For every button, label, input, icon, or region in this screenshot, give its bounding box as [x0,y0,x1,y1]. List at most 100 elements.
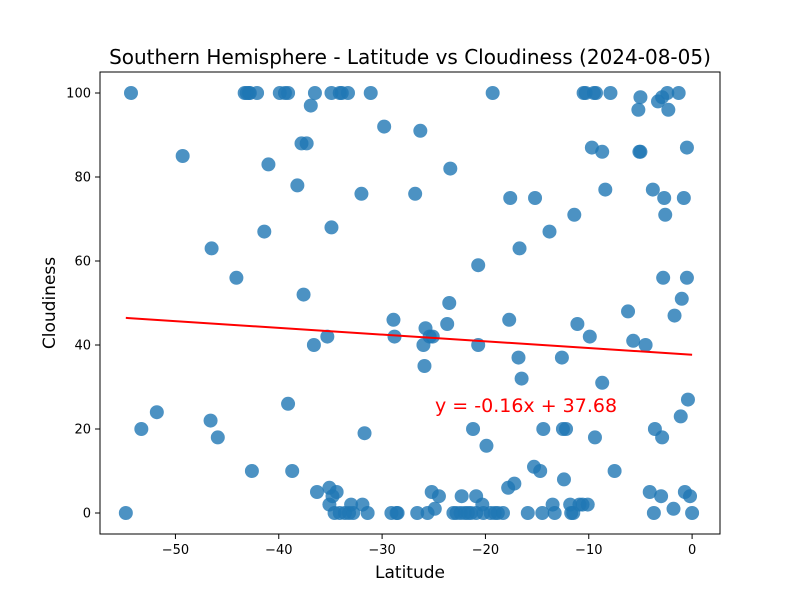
data-point [633,144,648,159]
data-point [621,304,636,319]
data-point [479,438,494,453]
data-point [354,186,369,201]
data-point [657,191,672,205]
data-point [547,506,562,520]
data-point [683,489,698,504]
y-axis-ticks: 0 20 40 60 80 100 [66,87,100,522]
data-point [570,317,585,331]
regression-line [125,316,693,356]
data-point [676,191,691,205]
data-point [341,86,355,100]
data-point [511,350,526,365]
data-point [507,476,522,491]
data-point [656,270,671,285]
y-tick-label: 100 [66,87,91,102]
data-point [204,241,219,256]
regression-annotation: y = -0.16x + 37.68 [435,395,617,417]
y-axis-label: Cloudiness [40,257,60,349]
data-point [512,241,527,256]
data-point [626,333,641,348]
y-tick-label: 60 [74,255,91,270]
data-point [377,119,392,134]
data-point [666,501,681,516]
data-point [425,329,440,344]
data-point [386,312,401,327]
data-point [346,506,361,520]
data-point [410,506,425,520]
data-point [503,191,518,205]
x-tick-label: −40 [265,543,292,558]
data-point [638,338,653,352]
data-point [307,86,322,100]
y-tick-label: 80 [74,171,91,186]
data-point [363,86,378,100]
data-point [454,489,469,504]
data-point [329,485,344,499]
data-point [559,422,574,436]
data-point [603,86,618,100]
data-point [496,506,510,520]
data-point [417,359,432,373]
x-tick-label: 0 [688,543,696,558]
data-point [595,375,610,390]
data-point [306,338,321,352]
data-point [658,207,673,222]
data-point [661,102,676,117]
data-point [466,422,481,436]
data-point [296,287,311,302]
data-point [387,329,402,344]
data-point [679,140,694,155]
data-point [320,329,335,344]
data-point [567,207,582,222]
data-point [485,86,500,100]
data-point [528,191,543,205]
data-point [390,506,405,520]
data-point [257,224,272,239]
data-point [587,430,602,445]
y-tick-label: 20 [74,423,91,438]
data-point [281,396,296,411]
data-point [633,90,648,105]
y-tick-label: 40 [74,339,91,354]
data-point [582,329,597,344]
data-point [440,317,455,331]
data-point [124,86,138,100]
x-tick-label: −10 [575,543,602,558]
data-point [580,497,595,512]
data-point [520,506,535,520]
data-point [671,86,686,100]
data-point [607,464,622,478]
data-point [674,291,689,306]
x-tick-label: −50 [162,543,189,558]
data-point [654,489,669,504]
data-point [646,506,661,520]
data-point [357,426,372,441]
data-point [427,501,442,516]
data-point [261,157,276,172]
data-point [685,506,700,520]
x-tick-label: −20 [472,543,499,558]
data-point [680,392,695,407]
data-point [554,350,569,365]
data-point [229,270,244,285]
data-point [598,182,613,197]
data-point [281,86,296,100]
data-point [360,506,375,520]
data-point [655,430,670,445]
data-point [203,413,218,428]
data-point [536,422,551,436]
data-point [535,506,550,520]
data-point [471,258,486,273]
x-tick-label: −30 [368,543,395,558]
data-point [542,224,557,239]
data-point [645,182,660,197]
data-point [175,149,190,163]
data-point [443,161,458,176]
data-point [285,464,300,478]
data-point [413,123,428,138]
data-point [533,464,548,478]
x-axis-ticks: −50 −40 −30 −20 −10 0 [162,534,696,558]
data-point [431,489,446,504]
data-point [667,308,682,323]
